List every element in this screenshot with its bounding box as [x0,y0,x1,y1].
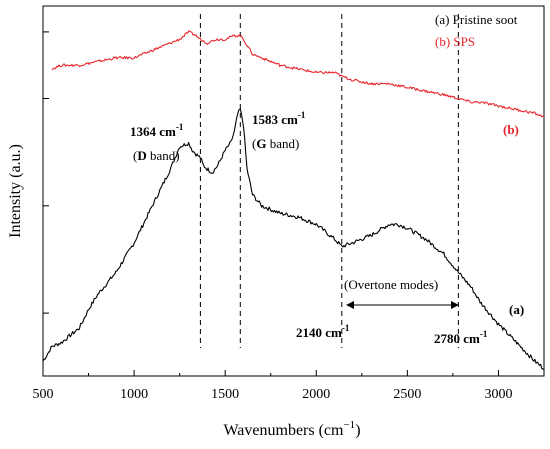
annotation-g-band-letter: G [256,136,266,151]
plot-frame [42,5,545,377]
x-axis-title: Wavenumbers (cm−1) [223,419,360,439]
annotation-d-band-letter: D [137,148,146,163]
annotation-g-band-value: 1583 cm [252,112,298,127]
x-axis-title-sup: −1 [343,419,355,431]
x-tick-label-2500: 2500 [393,387,421,402]
annotation-d-band-unit-sup: -1 [176,122,184,132]
annotation-2780: 2780 cm-1 [434,329,488,346]
annotation-g-band-rest: band) [266,136,299,151]
annotation-2780-value: 2780 cm [434,331,480,346]
x-tick-label-2000: 2000 [302,387,330,402]
annotation-2140-value: 2140 cm [296,325,342,340]
series-label-a: (a) [509,302,524,317]
annotation-overtone-modes: (Overtone modes) [344,277,438,292]
x-tick-label-500: 500 [33,387,54,402]
annotation-g-band-open: ( [252,136,256,151]
reference-lines [199,14,459,348]
annotation-d-band-wavenumber: 1364 cm-1 [130,122,184,139]
x-tick-label-3000: 3000 [484,387,512,402]
annotation-g-band-label: (G band) [252,136,299,151]
legend-entry-pristine-soot: (a) Pristine soot [435,12,518,27]
series-label-b: (b) [503,122,519,137]
annotation-d-band-value: 1364 cm [130,124,176,139]
x-tick-label-1500: 1500 [211,387,239,402]
annotation-d-band-label: (D band) [133,148,180,163]
annotation-d-band-rest: band) [147,148,180,163]
series-line-0 [42,108,545,370]
series-line-1 [51,30,545,118]
x-axis-title-close: ) [355,422,360,439]
y-axis-title: Intensity (a.u.) [7,144,24,238]
series-layer [42,30,545,370]
x-axis-ticks: 500 1000 1500 2000 2500 3000 [33,370,512,402]
annotation-d-band-open: ( [133,148,137,163]
annotation-2140-sup: -1 [342,323,350,333]
annotation-2140: 2140 cm-1 [296,323,350,340]
annotation-g-band-unit-sup: -1 [298,110,306,120]
x-tick-label-1000: 1000 [120,387,148,402]
annotation-g-band-wavenumber: 1583 cm-1 [252,110,306,127]
annotation-2780-sup: -1 [480,329,488,339]
y-axis-ticks [43,31,49,314]
legend-entry-sps: (b) SPS [435,34,475,49]
x-axis-title-text: Wavenumbers (cm [223,422,344,439]
